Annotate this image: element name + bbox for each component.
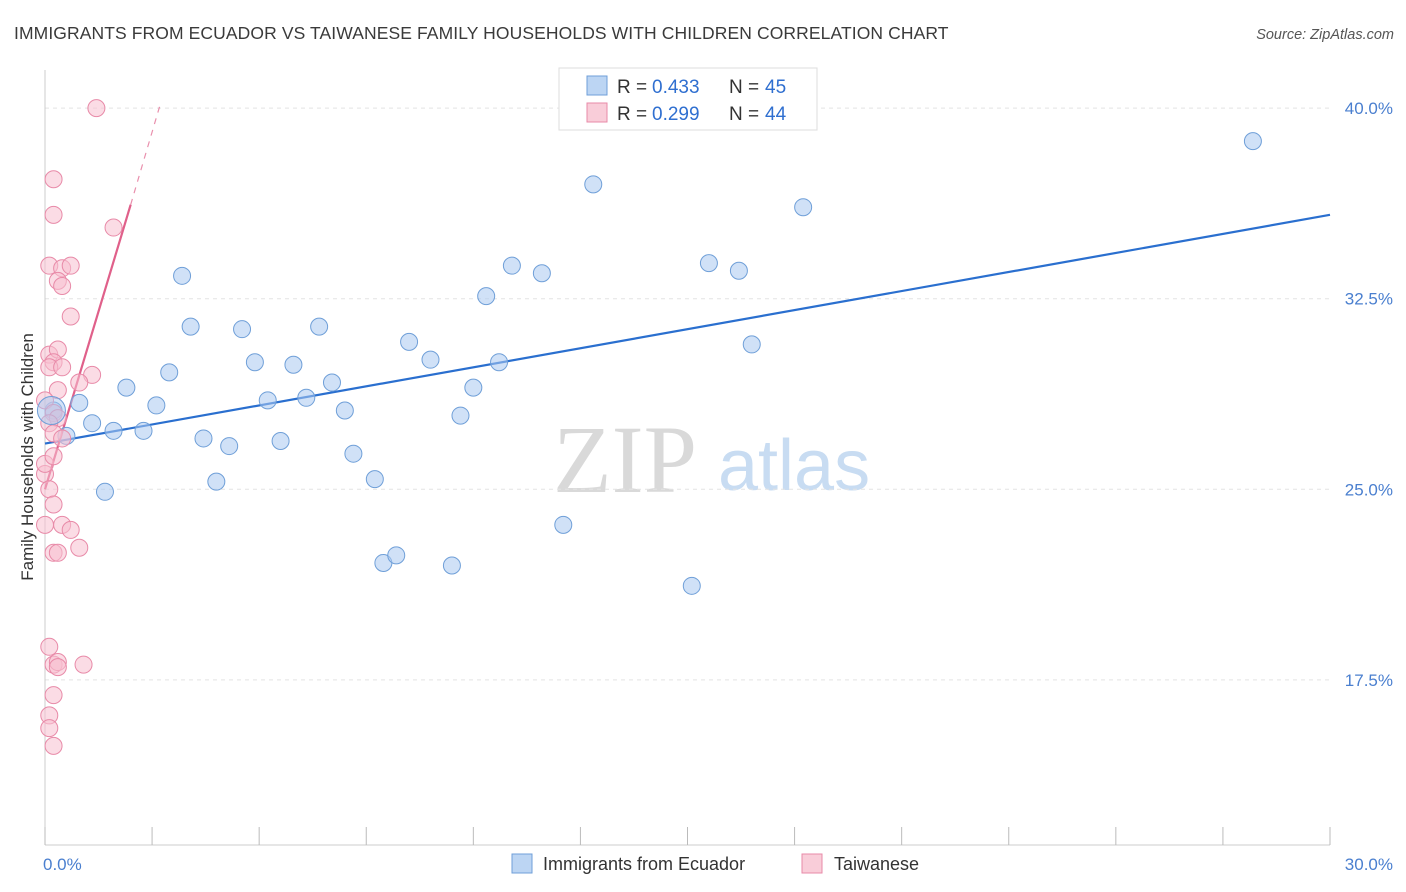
legend-swatch-taiwanese [586, 102, 608, 123]
ecuador-point [794, 198, 813, 217]
ecuador-point [134, 421, 153, 440]
ecuador-point [477, 287, 496, 306]
ecuador-point [83, 414, 102, 433]
ecuador-point [310, 317, 329, 336]
watermark-zip: ZIP [553, 406, 697, 513]
legend-r-value-taiwanese: 0.299 [652, 104, 700, 125]
series-legend-swatch-ecuador [511, 853, 533, 874]
y-tick-label: 17.5% [1345, 671, 1393, 690]
ecuador-point [554, 515, 573, 534]
taiwanese-point [104, 218, 123, 237]
ecuador-point [322, 373, 341, 392]
y-axis-title: Family Households with Children [18, 333, 37, 581]
taiwanese-point [44, 205, 63, 224]
x-tick-label: 0.0% [43, 855, 82, 874]
taiwanese-point [48, 658, 67, 677]
ecuador-point [387, 546, 406, 565]
trend-line-extension-taiwanese [130, 102, 162, 205]
ecuador-point [117, 378, 136, 397]
ecuador-point [584, 175, 603, 194]
ecuador-point-cluster [36, 395, 66, 425]
ecuador-point [344, 444, 363, 463]
taiwanese-point [70, 538, 89, 557]
ecuador-point [365, 470, 384, 489]
ecuador-point [451, 406, 470, 425]
ecuador-point [464, 378, 483, 397]
ecuador-point [104, 421, 123, 440]
taiwanese-point [44, 447, 63, 466]
taiwanese-point [87, 99, 106, 118]
ecuador-point [245, 353, 264, 372]
ecuador-point [490, 353, 509, 372]
ecuador-point [400, 332, 419, 351]
chart-source: Source: ZipAtlas.com [1256, 27, 1394, 43]
data-points [36, 99, 1262, 755]
taiwanese-point [44, 170, 63, 189]
taiwanese-point [44, 495, 63, 514]
ecuador-point [421, 350, 440, 369]
ecuador-point [442, 556, 461, 575]
ecuador-point [233, 320, 252, 339]
legend-swatch-ecuador [586, 75, 608, 96]
ecuador-point [271, 431, 290, 450]
taiwanese-point [40, 637, 59, 656]
taiwanese-point [40, 719, 59, 738]
x-tick-label: 30.0% [1345, 855, 1393, 874]
ecuador-point [682, 576, 701, 595]
ecuador-point [1243, 132, 1262, 151]
series-legend: Immigrants from Ecuador Taiwanese [511, 853, 919, 874]
taiwanese-point [48, 543, 67, 562]
taiwanese-point [61, 520, 80, 539]
watermark-atlas: atlas [718, 426, 870, 506]
taiwanese-point [61, 307, 80, 326]
ecuador-point [173, 266, 192, 285]
series-legend-label-ecuador: Immigrants from Ecuador [543, 854, 745, 874]
stats-legend: R = 0.433 N = 45 R = 0.299 N = 44 [558, 67, 818, 131]
ecuador-point [699, 254, 718, 273]
grid [45, 107, 1330, 681]
taiwanese-point [61, 256, 80, 275]
watermark: ZIP atlas [553, 406, 870, 513]
taiwanese-point [74, 655, 93, 674]
taiwanese-point [70, 373, 89, 392]
legend-r-label-taiwanese: R = [617, 104, 647, 125]
ecuador-point [258, 391, 277, 410]
series-legend-label-taiwanese: Taiwanese [834, 854, 919, 874]
legend-r-value-ecuador: 0.433 [652, 77, 700, 98]
taiwanese-point [53, 358, 72, 377]
ecuador-point [207, 472, 226, 491]
taiwanese-point [36, 515, 54, 534]
y-tick-label: 40.0% [1345, 99, 1393, 118]
series-legend-swatch-taiwanese [801, 853, 823, 874]
chart-title: IMMIGRANTS FROM ECUADOR VS TAIWANESE FAM… [14, 23, 949, 43]
ecuador-point [160, 363, 179, 382]
y-tick-label: 25.0% [1345, 480, 1393, 499]
taiwanese-point [53, 276, 72, 295]
ecuador-point [532, 264, 551, 283]
legend-n-value-taiwanese: 44 [765, 104, 787, 125]
taiwanese-point [53, 429, 72, 448]
ecuador-point [502, 256, 521, 275]
taiwanese-point [40, 480, 59, 499]
legend-n-label-taiwanese: N = [729, 104, 759, 125]
ecuador-point [284, 355, 303, 374]
y-tick-label: 32.5% [1345, 290, 1393, 309]
ecuador-point [335, 401, 354, 420]
ecuador-point [181, 317, 200, 336]
ecuador-point [742, 335, 761, 354]
legend-n-value-ecuador: 45 [765, 77, 786, 98]
ecuador-point [220, 437, 239, 456]
ecuador-point [729, 261, 748, 280]
ecuador-point [297, 388, 316, 407]
ecuador-point [70, 393, 89, 412]
ecuador-point [95, 482, 114, 501]
ecuador-point [194, 429, 213, 448]
ecuador-point [147, 396, 166, 415]
trend-line-ecuador [44, 213, 1331, 445]
legend-n-label-ecuador: N = [729, 77, 759, 98]
taiwanese-point [44, 686, 63, 705]
taiwanese-point [44, 736, 63, 755]
legend-r-label-ecuador: R = [617, 77, 647, 98]
